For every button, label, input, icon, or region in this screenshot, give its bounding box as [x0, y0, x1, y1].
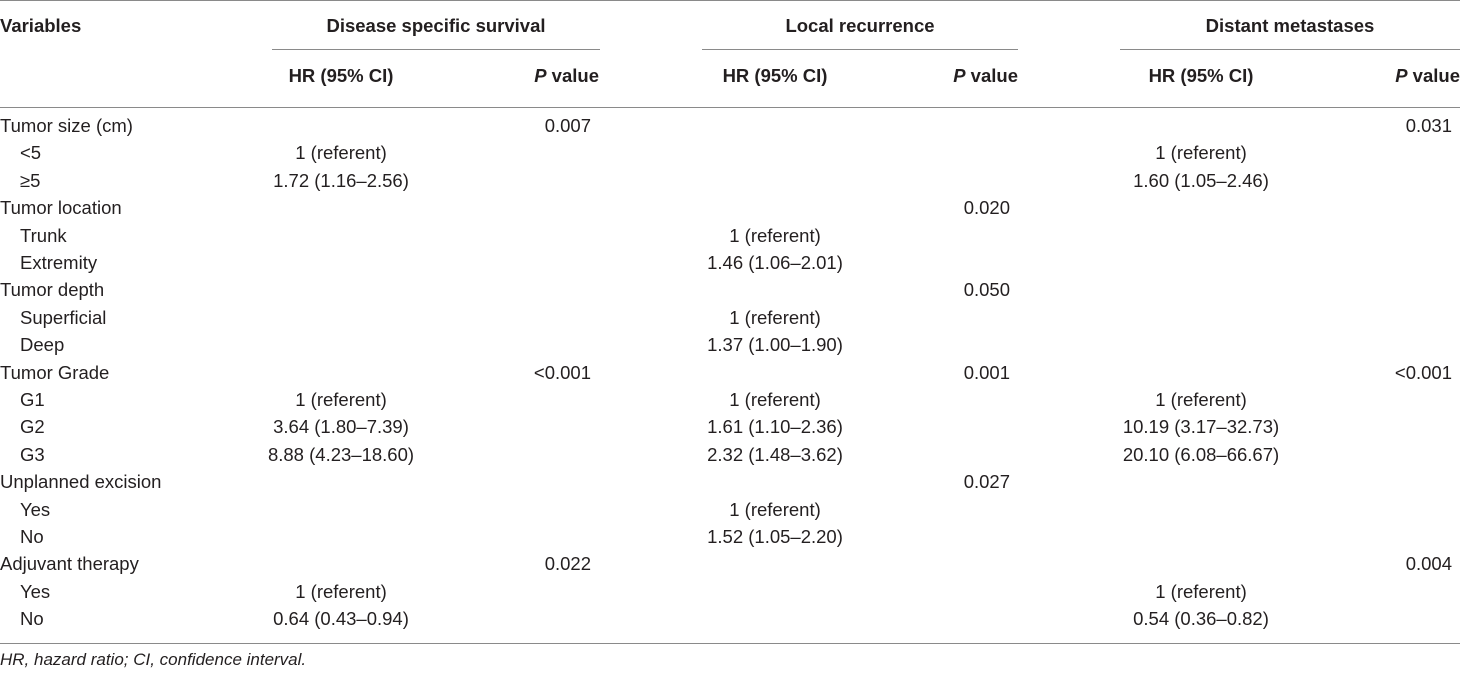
dm-hr-cell: 1 (referent)	[1155, 581, 1247, 602]
table-footnote: HR, hazard ratio; CI, confidence interva…	[0, 650, 307, 669]
dm-hr-cell: 0.54 (0.36–0.82)	[1133, 608, 1269, 629]
lr-hr-cell: 1 (referent)	[729, 225, 821, 246]
dss-hr-cell: 3.64 (1.80–7.39)	[273, 416, 409, 437]
dss-hr-cell: 1 (referent)	[295, 142, 387, 163]
variables-header: Variables	[0, 15, 82, 36]
row-label: Extremity	[20, 252, 98, 273]
p-italic-letter: P	[953, 65, 966, 86]
p-value-suffix: value	[1407, 65, 1460, 86]
row-label: <5	[20, 142, 42, 163]
dss-group-header: Disease specific survival	[326, 15, 546, 36]
header-bottom-rule	[0, 107, 1460, 108]
lr-hr-cell: 1.37 (1.00–1.90)	[707, 334, 843, 355]
dm-hr-cell: 1 (referent)	[1155, 142, 1247, 163]
lr-p-cell: 0.001	[963, 362, 1010, 383]
row-label: G2	[20, 416, 45, 437]
lr-hr-cell: 1.46 (1.06–2.01)	[707, 252, 843, 273]
lr-p-cell: 0.020	[963, 197, 1010, 218]
row-label: Tumor Grade	[0, 362, 110, 383]
row-label: G3	[20, 444, 45, 465]
p-italic-letter: P	[534, 65, 547, 86]
dss-hr-cell: 1 (referent)	[295, 389, 387, 410]
dm-hr-cell: 10.19 (3.17–32.73)	[1122, 416, 1280, 437]
row-label: Deep	[20, 334, 65, 355]
row-label: G1	[20, 389, 45, 410]
dss-p-cell: 0.007	[544, 115, 591, 136]
dm-hr-cell: 1 (referent)	[1155, 389, 1247, 410]
lr-group-header: Local recurrence	[785, 15, 935, 36]
lr-hr-cell: 2.32 (1.48–3.62)	[707, 444, 843, 465]
lr-p-value-header: P value	[953, 65, 1018, 87]
table-bottom-rule	[0, 643, 1460, 644]
lr-hr-cell: 1 (referent)	[729, 307, 821, 328]
p-italic-letter: P	[1395, 65, 1408, 86]
lr-p-cell: 0.027	[963, 471, 1010, 492]
lr-hr-cell: 1 (referent)	[729, 389, 821, 410]
dm-hr-header: HR (95% CI)	[1148, 65, 1254, 86]
lr-group-rule	[702, 49, 1018, 50]
dss-group-rule	[272, 49, 600, 50]
dss-hr-cell: 0.64 (0.43–0.94)	[273, 608, 409, 629]
row-label: Superficial	[20, 307, 107, 328]
dss-p-cell: <0.001	[533, 362, 591, 383]
row-label: No	[20, 526, 44, 547]
row-label: Unplanned excision	[0, 471, 162, 492]
row-label: Tumor depth	[0, 279, 105, 300]
dss-hr-cell: 8.88 (4.23–18.60)	[267, 444, 415, 465]
dss-p-value-header: P value	[534, 65, 599, 87]
dm-p-cell: 0.031	[1405, 115, 1452, 136]
dm-p-cell: 0.004	[1405, 553, 1452, 574]
dm-p-cell: <0.001	[1394, 362, 1452, 383]
dm-hr-cell: 1.60 (1.05–2.46)	[1133, 170, 1269, 191]
row-label: Adjuvant therapy	[0, 553, 139, 574]
table-top-rule	[0, 0, 1460, 1]
lr-hr-cell: 1.61 (1.10–2.36)	[707, 416, 843, 437]
row-label: Yes	[20, 499, 51, 520]
row-label: ≥5	[20, 170, 41, 191]
lr-hr-header: HR (95% CI)	[722, 65, 828, 86]
dm-hr-cell: 20.10 (6.08–66.67)	[1122, 444, 1280, 465]
p-value-suffix: value	[546, 65, 599, 86]
row-label: Tumor location	[0, 197, 122, 218]
dss-hr-cell: 1 (referent)	[295, 581, 387, 602]
row-label: No	[20, 608, 44, 629]
lr-hr-cell: 1 (referent)	[729, 499, 821, 520]
row-label: Trunk	[20, 225, 67, 246]
dss-p-cell: 0.022	[544, 553, 591, 574]
dm-p-value-header: P value	[1395, 65, 1460, 87]
row-label: Yes	[20, 581, 51, 602]
dss-hr-cell: 1.72 (1.16–2.56)	[273, 170, 409, 191]
dm-group-rule	[1120, 49, 1460, 50]
p-value-suffix: value	[965, 65, 1018, 86]
lr-p-cell: 0.050	[963, 279, 1010, 300]
lr-hr-cell: 1.52 (1.05–2.20)	[707, 526, 843, 547]
dm-group-header: Distant metastases	[1205, 15, 1375, 36]
dss-hr-header: HR (95% CI)	[288, 65, 394, 86]
row-label: Tumor size (cm)	[0, 115, 133, 136]
